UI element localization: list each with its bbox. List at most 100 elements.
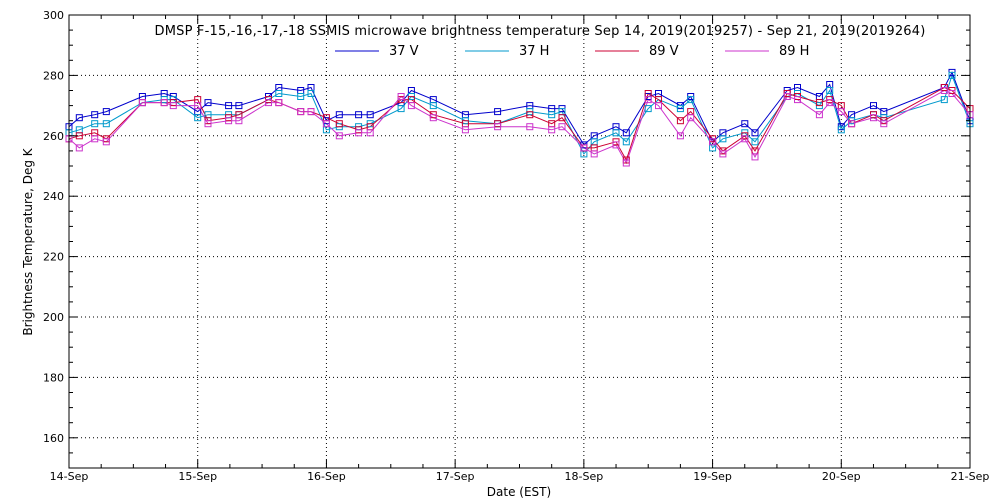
data-point-89-h	[644, 96, 652, 104]
data-point-89-h	[687, 114, 695, 122]
legend: 37 V 37 H 89 V 89 H	[335, 44, 809, 59]
data-point-37-v	[91, 111, 99, 119]
data-point-89-h	[194, 102, 202, 110]
data-point-37-h	[91, 120, 99, 128]
data-point-89-h	[783, 93, 791, 100]
data-point-37-h	[687, 96, 695, 104]
data-point-37-h	[940, 96, 948, 104]
data-point-89-h	[848, 120, 856, 128]
data-point-89-v	[558, 114, 566, 122]
data-point-37-v	[335, 111, 343, 119]
legend-label-37-v: 37 V	[389, 44, 419, 59]
data-point-89-h	[558, 123, 566, 131]
data-point-37-v	[494, 108, 502, 116]
data-point-89-h	[794, 96, 801, 104]
data-point-37-h	[612, 129, 620, 137]
data-point-37-h	[644, 105, 652, 113]
x-tick-label: 15-Sep	[178, 470, 217, 483]
data-point-89-h	[335, 132, 343, 140]
data-point-37-v	[102, 108, 110, 116]
data-point-37-h	[429, 102, 437, 110]
x-tick-label: 20-Sep	[822, 470, 861, 483]
data-point-89-h	[719, 150, 727, 158]
data-point-89-h	[580, 144, 588, 152]
x-axis-title: Date (EST)	[487, 485, 551, 499]
data-point-89-h	[548, 126, 556, 134]
data-point-37-h	[837, 126, 845, 134]
x-tick-label: 18-Sep	[565, 470, 604, 483]
x-tick-label: 14-Sep	[50, 470, 89, 483]
data-point-89-h	[948, 90, 956, 97]
data-point-89-h	[751, 153, 759, 161]
y-tick-label: 160	[43, 432, 64, 445]
data-point-37-h	[948, 71, 956, 79]
x-tick-label: 16-Sep	[307, 470, 346, 483]
data-point-37-h	[676, 105, 684, 113]
data-point-37-v	[366, 111, 374, 119]
data-point-37-h	[548, 111, 556, 119]
data-point-89-h	[815, 111, 823, 119]
y-tick-label: 220	[43, 251, 64, 264]
data-point-37-h	[297, 93, 305, 100]
data-point-89-h	[526, 123, 534, 131]
data-point-37-v	[741, 120, 749, 128]
axis-ticks	[68, 14, 971, 469]
data-point-89-v	[526, 111, 534, 119]
data-point-89-h	[322, 120, 330, 128]
y-tick-label: 260	[43, 130, 64, 143]
data-point-37-v	[204, 99, 212, 107]
legend-label-89-h: 89 H	[779, 44, 809, 59]
data-point-37-v	[751, 129, 759, 137]
data-point-37-h	[622, 138, 630, 146]
data-point-89-h	[590, 150, 598, 158]
data-point-89-h	[461, 126, 469, 134]
legend-label-89-v: 89 V	[649, 44, 679, 59]
x-tick-label: 19-Sep	[693, 470, 732, 483]
data-point-89-h	[709, 138, 717, 146]
data-point-37-h	[275, 90, 283, 97]
data-point-89-h	[225, 117, 233, 125]
data-point-89-h	[880, 120, 888, 128]
series-markers	[65, 68, 974, 167]
data-point-89-h	[837, 108, 845, 116]
y-tick-label: 280	[43, 69, 64, 82]
data-point-89-h	[75, 144, 83, 152]
data-point-89-v	[815, 99, 823, 107]
y-axis-title: Brightness Temperature, Deg K	[21, 147, 35, 335]
legend-label-37-h: 37 H	[519, 44, 549, 59]
data-point-89-h	[612, 141, 620, 149]
data-point-89-h	[429, 114, 437, 122]
data-point-89-h	[407, 102, 415, 110]
data-point-89-h	[741, 135, 749, 143]
data-point-89-h	[494, 123, 502, 131]
data-point-89-v	[676, 117, 684, 125]
data-point-89-h	[297, 108, 305, 116]
data-point-37-h	[826, 87, 834, 94]
data-point-37-h	[751, 138, 759, 146]
data-point-89-h	[355, 129, 363, 137]
data-point-89-v	[335, 120, 343, 128]
y-tick-label: 240	[43, 190, 64, 203]
data-point-89-h	[366, 129, 374, 137]
tick-labels: 160 180 200 220 240 260 280 300 14-Sep 15-Sep 16-S…	[43, 9, 989, 483]
data-point-89-h	[307, 108, 315, 116]
data-point-37-v	[225, 102, 233, 110]
data-point-37-v	[75, 114, 83, 122]
data-point-89-h	[397, 93, 405, 100]
data-point-37-h	[194, 114, 202, 122]
data-point-37-h	[307, 90, 315, 97]
data-point-89-h	[160, 99, 168, 107]
data-point-89-h	[275, 99, 283, 107]
y-tick-label: 300	[43, 9, 64, 22]
y-tick-label: 200	[43, 311, 64, 324]
data-point-89-h	[169, 102, 177, 110]
chart-title: DMSP F-15,-16,-17,-18 SSMIS microwave br…	[154, 24, 925, 39]
data-point-89-h	[235, 117, 243, 125]
data-point-89-h	[91, 135, 99, 143]
data-point-37-v	[235, 102, 243, 110]
data-point-37-h	[719, 135, 727, 143]
data-point-89-h	[655, 102, 662, 110]
data-point-89-h	[940, 87, 948, 94]
